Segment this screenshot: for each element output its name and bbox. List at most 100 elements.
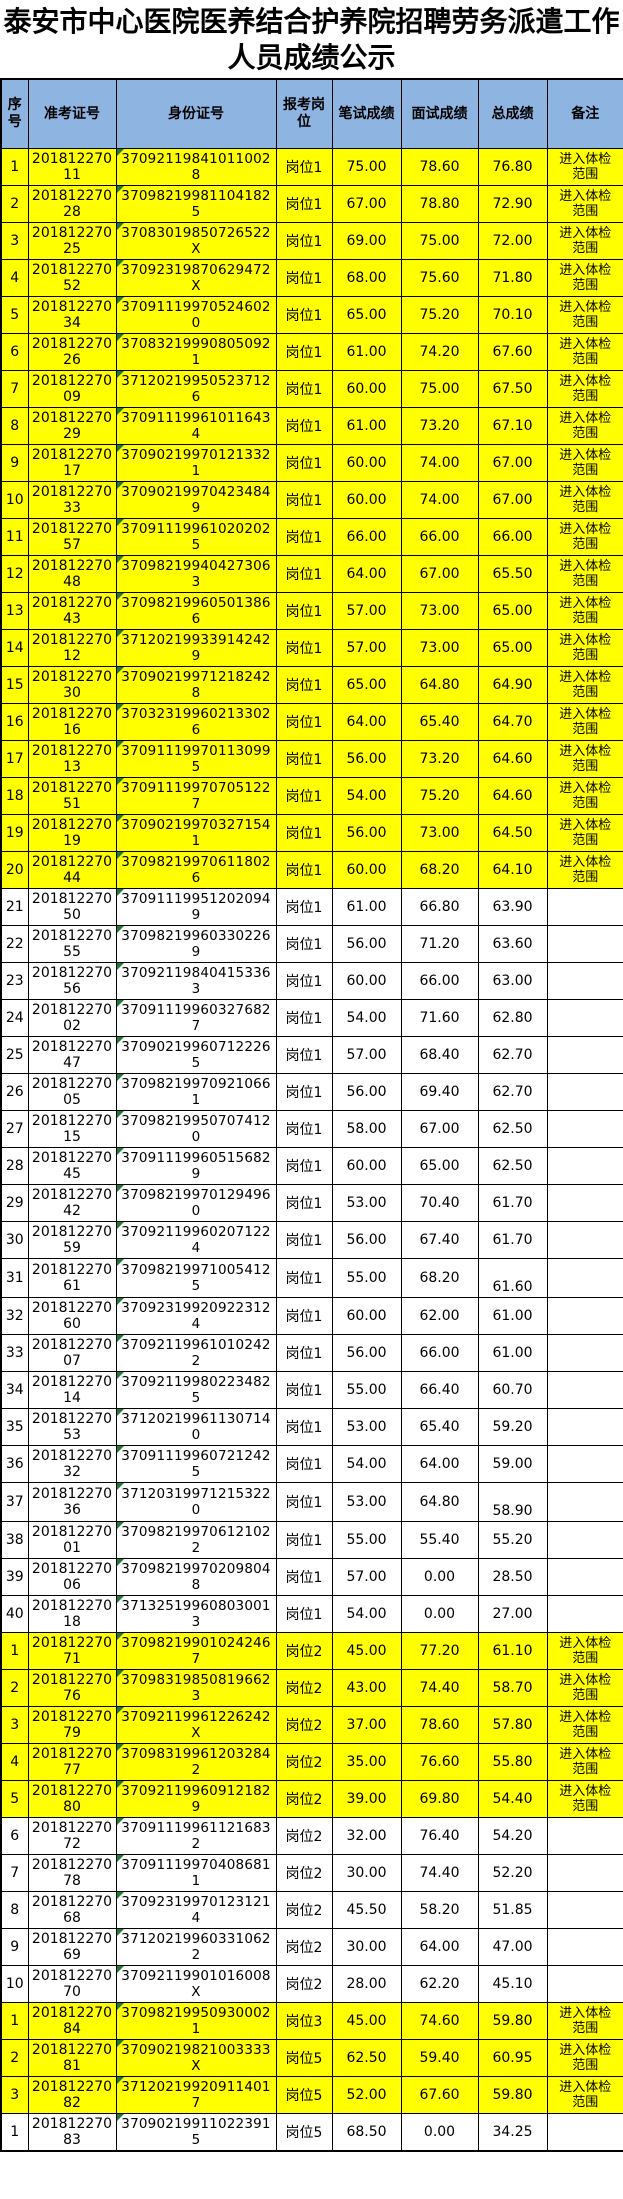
cell-total: 63.90 — [477, 888, 548, 926]
cell-interview: 65.40 — [400, 703, 479, 741]
table-row: 2 20181227081 37090219821003333X 岗位5 62.50 59… — [0, 2039, 623, 2077]
cell-interview: 64.80 — [400, 1482, 479, 1522]
cell-ticket: 20181227084 — [27, 2002, 117, 2040]
cell-ticket: 20181227014 — [27, 1371, 117, 1409]
table-row: 14 20181227012 371202199339142429 岗位1 57.00 7… — [0, 629, 623, 667]
col-header-written: 笔试成绩 — [331, 78, 402, 149]
cell-post: 岗位2 — [275, 1854, 333, 1892]
table-row: 1 20181227083 370902199110223915 岗位5 68.50 0.… — [0, 2113, 623, 2152]
cell-post: 岗位1 — [275, 1408, 333, 1446]
cell-interview: 71.60 — [400, 999, 479, 1037]
cell-total: 70.10 — [477, 296, 548, 334]
cell-interview: 78.80 — [400, 185, 479, 223]
number-stored-as-text-indicator-icon — [116, 371, 124, 378]
number-stored-as-text-indicator-icon — [116, 445, 124, 452]
cell-index: 15 — [0, 666, 29, 704]
cell-written: 28.00 — [331, 1965, 402, 2003]
cell-written: 45.00 — [331, 1632, 402, 1670]
cell-ticket: 20181227051 — [27, 777, 117, 815]
cell-index: 3 — [0, 2076, 29, 2114]
cell-index: 37 — [0, 1482, 29, 1522]
table-row: 5 20181227080 370921199609121829 岗位2 39.00 69… — [0, 1780, 623, 1818]
cell-ticket: 20181227082 — [27, 2076, 117, 2114]
cell-id: 370923199701231214 — [115, 1891, 277, 1929]
table-row: 6 20181227072 370911199611216832 岗位2 32.00 76… — [0, 1817, 623, 1855]
number-stored-as-text-indicator-icon — [116, 1148, 124, 1155]
table-row: 34 20181227014 370921199802234825 岗位1 55.00 6… — [0, 1371, 623, 1409]
table-row: 35 20181227053 371202199611307140 岗位1 53.00 6… — [0, 1408, 623, 1446]
number-stored-as-text-indicator-icon — [116, 1409, 124, 1416]
cell-written: 56.00 — [331, 1221, 402, 1259]
cell-index: 9 — [0, 444, 29, 482]
number-stored-as-text-indicator-icon — [116, 1966, 124, 1973]
number-stored-as-text-indicator-icon — [116, 1111, 124, 1118]
cell-index: 19 — [0, 814, 29, 852]
table-row: 26 20181227005 370982199709210661 岗位1 56.00 6… — [0, 1073, 623, 1111]
cell-remark — [546, 1445, 623, 1483]
cell-index: 4 — [0, 1743, 29, 1781]
cell-remark: 进入体检范围 — [546, 370, 623, 408]
number-stored-as-text-indicator-icon — [116, 1522, 124, 1529]
cell-index: 31 — [0, 1258, 29, 1298]
cell-index: 36 — [0, 1445, 29, 1483]
cell-remark — [546, 1371, 623, 1409]
cell-ticket: 20181227047 — [27, 1036, 117, 1074]
cell-id: 370921198410110028 — [115, 148, 277, 186]
cell-written: 66.00 — [331, 518, 402, 556]
header-row: 序号 准考证号 身份证号 报考岗位 笔试成绩 面试成绩 总成绩 备注 — [0, 78, 623, 149]
cell-written: 69.00 — [331, 222, 402, 260]
cell-id: 370911199704086811 — [115, 1854, 277, 1892]
cell-total: 57.80 — [477, 1706, 548, 1744]
cell-id: 370902199712182428 — [115, 666, 277, 704]
cell-interview: 68.20 — [400, 851, 479, 889]
cell-written: 39.00 — [331, 1780, 402, 1818]
cell-ticket: 20181227028 — [27, 185, 117, 223]
cell-written: 56.00 — [331, 814, 402, 852]
table-row: 10 20181227070 37092119901016008X 岗位2 28.00 6… — [0, 1965, 623, 2003]
cell-post: 岗位2 — [275, 1632, 333, 1670]
cell-interview: 75.00 — [400, 370, 479, 408]
cell-remark — [546, 1297, 623, 1335]
table-row: 2 20181227028 370982199811041825 岗位1 67.00 78… — [0, 185, 623, 223]
cell-id: 370911199705246020 — [115, 296, 277, 334]
table-row: 3 20181227082 371202199209114017 岗位5 52.00 67… — [0, 2076, 623, 2114]
cell-index: 1 — [0, 2113, 29, 2152]
cell-written: 57.00 — [331, 629, 402, 667]
cell-id: 370902199703271541 — [115, 814, 277, 852]
cell-ticket: 20181227032 — [27, 1445, 117, 1483]
cell-index: 30 — [0, 1221, 29, 1259]
cell-written: 61.00 — [331, 333, 402, 371]
cell-ticket: 20181227076 — [27, 1669, 117, 1707]
cell-id: 371325199608030013 — [115, 1595, 277, 1633]
cell-id: 370923199209223124 — [115, 1297, 277, 1335]
cell-ticket: 20181227016 — [27, 703, 117, 741]
table-row: 27 20181227015 370982199507074120 岗位1 58.00 6… — [0, 1110, 623, 1148]
table-row: 3 20181227025 37083019850726522X 岗位1 69.00 75… — [0, 222, 623, 260]
cell-remark — [546, 925, 623, 963]
number-stored-as-text-indicator-icon — [116, 1707, 124, 1714]
cell-interview: 67.40 — [400, 1221, 479, 1259]
cell-total: 58.70 — [477, 1669, 548, 1707]
cell-written: 53.00 — [331, 1408, 402, 1446]
cell-interview: 65.00 — [400, 1147, 479, 1185]
cell-id: 370982199404273063 — [115, 555, 277, 593]
table-row: 21 20181227050 370911199512020949 岗位1 61.00 6… — [0, 888, 623, 926]
cell-post: 岗位2 — [275, 1743, 333, 1781]
cell-interview: 69.40 — [400, 1073, 479, 1111]
cell-ticket: 20181227018 — [27, 1595, 117, 1633]
cell-index: 35 — [0, 1408, 29, 1446]
cell-written: 62.50 — [331, 2039, 402, 2077]
cell-remark — [546, 1147, 623, 1185]
cell-remark — [546, 1891, 623, 1929]
cell-total: 59.20 — [477, 1408, 548, 1446]
cell-index: 7 — [0, 1854, 29, 1892]
cell-written: 65.00 — [331, 666, 402, 704]
cell-total: 64.60 — [477, 777, 548, 815]
cell-id: 370921199602071224 — [115, 1221, 277, 1259]
cell-written: 53.00 — [331, 1184, 402, 1222]
cell-remark: 进入体检范围 — [546, 666, 623, 704]
cell-id: 370982199010242467 — [115, 1632, 277, 1670]
cell-id: 370983199612032842 — [115, 1743, 277, 1781]
cell-interview: 68.40 — [400, 1036, 479, 1074]
cell-interview: 67.00 — [400, 1110, 479, 1148]
